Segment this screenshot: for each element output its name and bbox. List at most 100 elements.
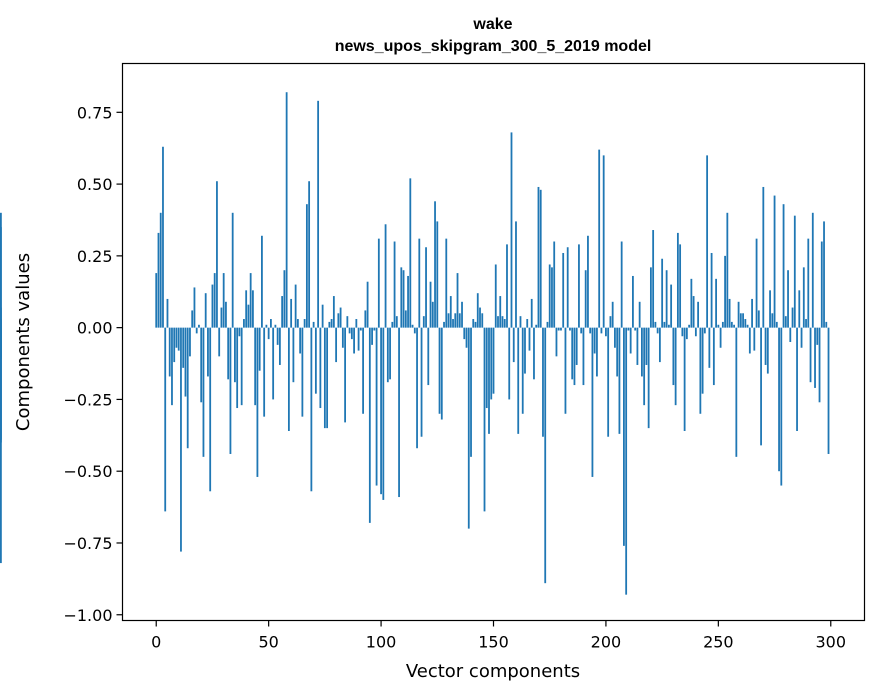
bar — [252, 290, 254, 328]
bar — [685, 327, 688, 340]
bar — [647, 327, 650, 429]
bar — [245, 290, 248, 328]
bar — [402, 270, 405, 328]
bar — [609, 316, 612, 328]
y-axis-label: Components values — [13, 253, 34, 431]
bar — [521, 327, 524, 414]
bar — [238, 327, 241, 337]
bar — [638, 301, 641, 328]
bar — [380, 327, 382, 495]
bar — [524, 327, 526, 374]
bar — [265, 324, 268, 328]
bar — [798, 290, 801, 328]
bar — [676, 232, 679, 328]
bar — [757, 310, 760, 328]
bar — [528, 327, 531, 351]
bar — [308, 181, 311, 328]
bar — [778, 327, 780, 472]
bar — [627, 327, 630, 331]
bar — [377, 238, 380, 328]
bar — [463, 327, 466, 340]
bar — [310, 327, 313, 492]
bar — [339, 307, 342, 328]
bar — [587, 235, 589, 328]
bar — [341, 327, 344, 348]
bar — [429, 281, 432, 328]
bar — [730, 321, 733, 328]
bar — [321, 304, 324, 328]
bar — [602, 155, 605, 328]
bar — [607, 327, 610, 437]
bar — [488, 327, 490, 434]
x-axis-label: Vector components — [406, 661, 580, 682]
bar — [605, 327, 607, 337]
bar — [645, 327, 648, 365]
bar — [580, 327, 583, 334]
bar — [762, 186, 765, 328]
bar — [701, 327, 704, 394]
bar — [569, 327, 571, 331]
bar — [571, 327, 574, 380]
bar — [827, 327, 830, 454]
bar — [578, 244, 580, 328]
bar — [416, 327, 418, 449]
bar — [697, 301, 700, 328]
bar — [366, 281, 369, 328]
bar — [425, 247, 427, 328]
bar — [775, 321, 778, 328]
bar — [470, 327, 472, 457]
y-tick-label: 0.50 — [77, 175, 113, 194]
bar — [234, 327, 236, 383]
bar — [537, 186, 540, 328]
bar — [733, 324, 735, 328]
bar — [454, 313, 457, 328]
bar — [564, 327, 567, 414]
bar — [663, 321, 666, 328]
bar — [753, 327, 756, 351]
bar — [503, 319, 506, 328]
bar — [625, 327, 628, 595]
bar — [623, 327, 625, 546]
bar — [481, 313, 484, 328]
bar — [305, 204, 308, 328]
bar — [213, 273, 216, 328]
bar — [582, 327, 585, 386]
bar — [418, 238, 421, 328]
bar — [557, 327, 560, 331]
bar — [760, 327, 762, 446]
bar — [632, 275, 634, 328]
bar — [225, 301, 227, 328]
bar — [800, 327, 803, 348]
bar — [0, 227, 2, 328]
bar — [555, 327, 558, 357]
bar — [519, 316, 522, 328]
y-tick-label: 0.00 — [77, 319, 113, 338]
bar — [769, 290, 771, 328]
bar — [526, 319, 529, 328]
chart-title-line-1: wake — [472, 16, 512, 33]
bar — [515, 221, 517, 328]
bar — [672, 327, 675, 386]
bar — [452, 319, 454, 328]
bar — [285, 92, 288, 328]
x-tick-label: 150 — [478, 633, 509, 652]
bar — [573, 327, 576, 386]
bar — [789, 327, 792, 342]
bar — [654, 321, 657, 328]
y-axis-ticks: −1.00 −0.75 −0.50 −0.25 0.00 0.25 0.50 0.75 — [63, 103, 123, 625]
bar — [562, 252, 565, 328]
bar — [348, 327, 351, 334]
bar — [703, 327, 706, 334]
bar — [218, 327, 221, 357]
bar — [281, 296, 284, 328]
bar — [407, 275, 409, 328]
bar — [508, 327, 511, 400]
bar — [357, 327, 360, 351]
x-tick-label: 50 — [258, 633, 278, 652]
bar — [384, 224, 387, 328]
bar — [229, 327, 232, 454]
bar — [546, 321, 549, 328]
bar — [249, 273, 252, 328]
bar — [715, 278, 717, 328]
bar — [227, 327, 230, 380]
